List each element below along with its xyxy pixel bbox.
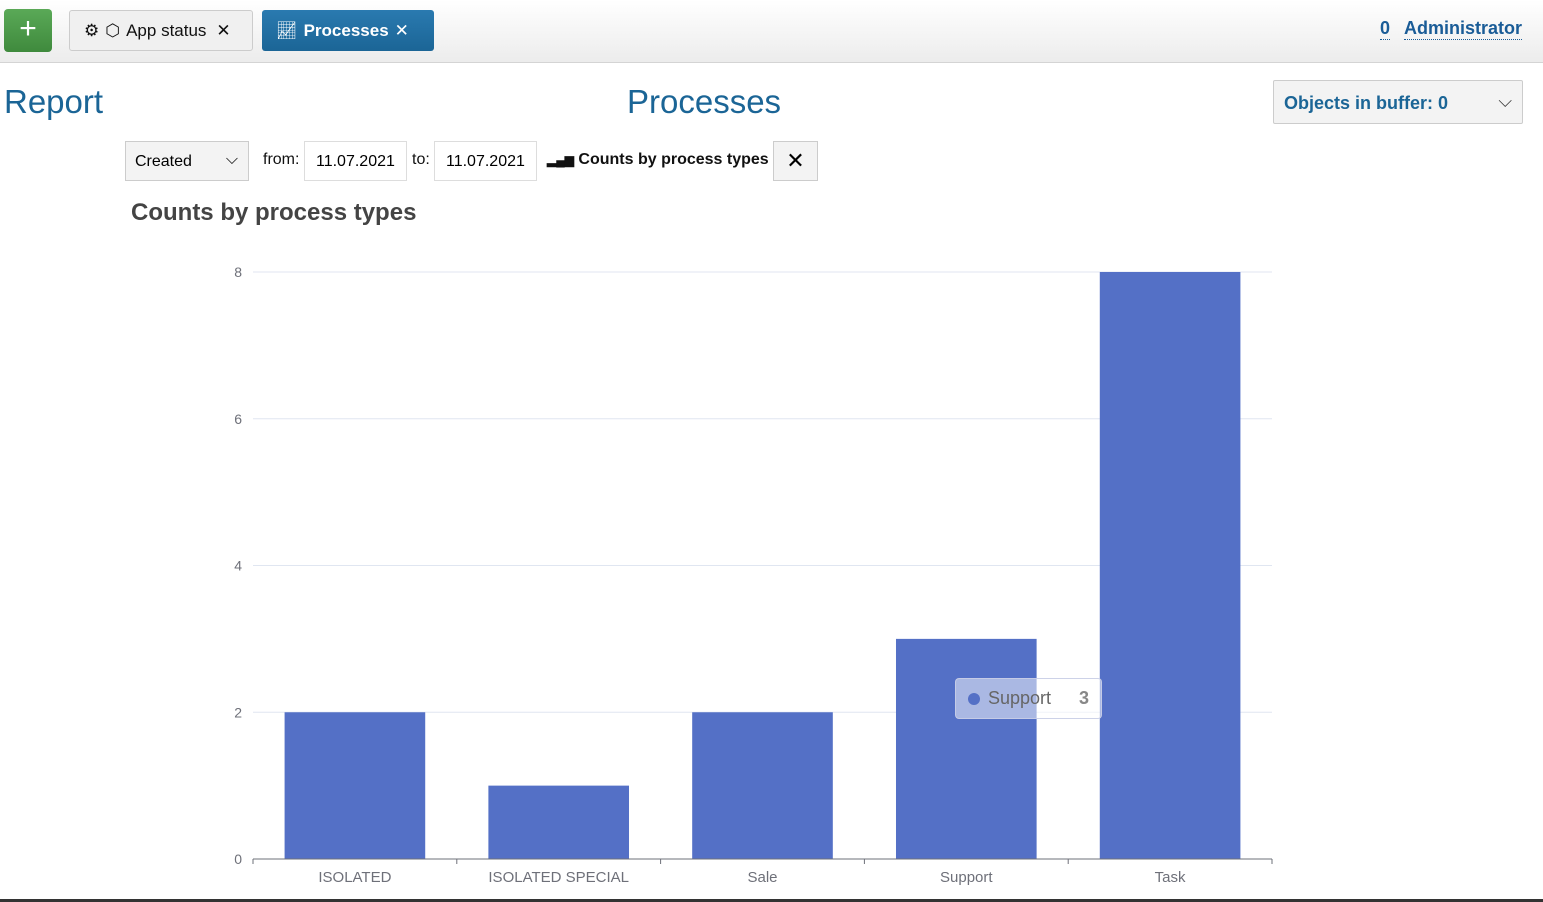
clear-report-button[interactable]: ✕: [773, 141, 818, 181]
page-title: Processes: [627, 83, 782, 120]
chart-line-icon: 📈︎: [276, 20, 298, 40]
from-label: from:: [263, 151, 300, 168]
notification-count[interactable]: 0: [1379, 18, 1390, 40]
chart-title: Counts by process types: [131, 199, 417, 226]
bar[interactable]: [692, 712, 833, 859]
chevron-down-icon: ⌵: [1498, 91, 1512, 111]
select-value: Created: [135, 153, 192, 170]
y-tick-label: 0: [234, 851, 242, 867]
x-tick-label: ISOLATED SPECIAL: [488, 869, 629, 886]
tooltip-name: Support: [988, 688, 1052, 708]
bar[interactable]: [284, 712, 426, 859]
close-icon[interactable]: ✕: [394, 20, 409, 40]
to-label: to:: [412, 151, 430, 168]
x-tick-label: Support: [940, 869, 993, 886]
report-type-link[interactable]: ▂▄▆ Counts by process types: [547, 151, 769, 169]
to-date-input[interactable]: 11.07.2021: [434, 141, 537, 181]
y-tick-label: 4: [234, 558, 242, 574]
report-type-label: Counts by process types: [578, 151, 769, 168]
bar[interactable]: [1099, 272, 1241, 859]
tab-label: App status: [126, 20, 207, 40]
y-tick-label: 6: [234, 411, 242, 427]
report-heading: Report: [4, 83, 104, 120]
close-icon: ✕: [786, 148, 805, 173]
x-tick-label: Sale: [747, 869, 777, 886]
tab-app-status[interactable]: ⚙ ⬡ App status ✕: [69, 10, 253, 51]
y-tick-label: 8: [234, 264, 242, 280]
tab-processes[interactable]: 📈︎ Processes ✕: [262, 10, 434, 51]
bar-chart-icon: ▂▄▆: [547, 153, 574, 167]
date-field-select[interactable]: Created ⌵: [125, 141, 249, 181]
x-tick-label: Task: [1155, 869, 1186, 886]
series-dot-icon: [968, 692, 980, 705]
from-date-input[interactable]: 11.07.2021: [304, 141, 407, 181]
bar[interactable]: [488, 785, 630, 859]
close-icon[interactable]: ✕: [216, 20, 231, 40]
bar[interactable]: [895, 638, 1037, 859]
gear-icon: ⚙: [84, 20, 100, 40]
buffer-label: Objects in buffer: 0: [1284, 93, 1449, 113]
chevron-down-icon: ⌵: [225, 151, 238, 168]
user-menu[interactable]: Administrator: [1403, 18, 1522, 40]
x-tick-label: ISOLATED: [318, 869, 391, 886]
cube-icon: ⬡: [105, 20, 121, 40]
tab-label: Processes: [303, 20, 389, 40]
buffer-dropdown[interactable]: Objects in buffer: 0 ⌵: [1273, 80, 1523, 124]
add-tab-button[interactable]: +: [4, 9, 52, 52]
y-tick-label: 2: [234, 704, 242, 720]
tooltip-value: 3: [1078, 688, 1089, 708]
top-bar: + ⚙ ⬡ App status ✕ 📈︎ Processes ✕ 0 Admi…: [0, 0, 1543, 63]
chart-tooltip: Support 3: [955, 678, 1102, 719]
bottom-border: [0, 899, 1543, 902]
